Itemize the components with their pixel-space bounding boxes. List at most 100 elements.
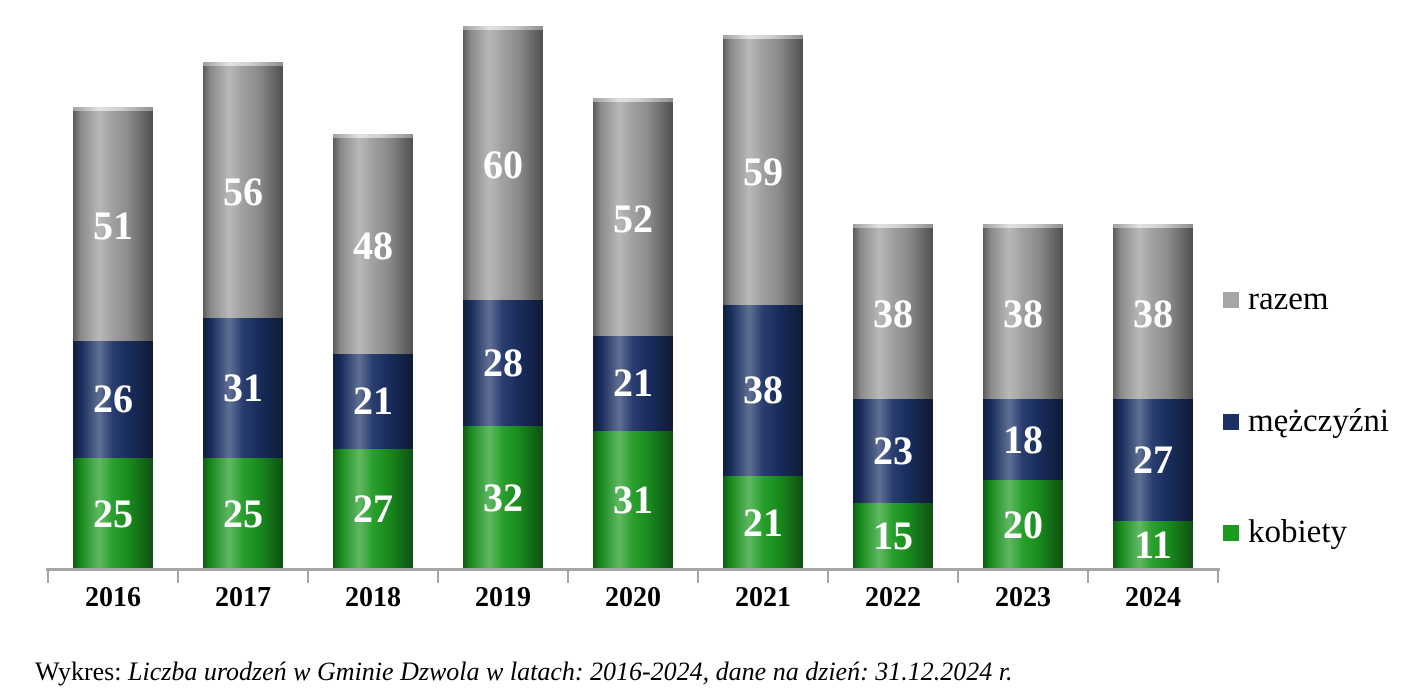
bar-segment-mężczyźni-2023: 18 xyxy=(983,399,1063,480)
bar-value-label: 56 xyxy=(223,169,263,214)
bar-segment-kobiety-2017: 25 xyxy=(203,457,283,570)
bar-value-label: 11 xyxy=(1134,522,1172,568)
bar-value-label: 18 xyxy=(1003,416,1043,462)
bar-value-label: 21 xyxy=(613,360,653,406)
x-axis-label-2023: 2023 xyxy=(995,582,1051,613)
bar-segment-mężczyźni-2024: 27 xyxy=(1113,399,1193,521)
legend-item-mężczyźni: mężczyźni xyxy=(1223,405,1389,438)
bar-segment-mężczyźni-2021: 38 xyxy=(723,304,803,476)
bar-segment-razem-2018: 48 xyxy=(333,138,413,354)
bar-segment-razem-2023: 38 xyxy=(983,228,1063,399)
bar-value-label: 28 xyxy=(483,340,523,385)
x-axis-line xyxy=(46,568,1220,571)
x-axis-label-2019: 2019 xyxy=(475,582,531,613)
bar-value-label: 20 xyxy=(1003,502,1043,547)
bar-segment-razem-2020: 52 xyxy=(593,102,673,336)
legend-swatch-icon xyxy=(1223,524,1239,541)
x-axis-tick xyxy=(567,570,569,583)
bar-segment-kobiety-2022: 15 xyxy=(853,502,933,570)
bar-top-cap xyxy=(853,224,933,228)
bar-value-label: 27 xyxy=(1133,436,1173,482)
caption-prefix: Wykres: xyxy=(35,657,129,686)
bar-segment-mężczyźni-2020: 21 xyxy=(593,336,673,431)
bar-segment-mężczyźni-2022: 23 xyxy=(853,399,933,503)
x-axis-tick xyxy=(177,570,179,583)
legend-item-kobiety: kobiety xyxy=(1223,516,1347,549)
bar-segment-razem-2021: 59 xyxy=(723,39,803,305)
bar-top-cap xyxy=(333,134,413,138)
x-axis-label-2024: 2024 xyxy=(1125,582,1181,613)
bar-top-cap xyxy=(73,107,153,111)
x-axis-label-2017: 2017 xyxy=(215,582,271,613)
bar-value-label: 38 xyxy=(1133,290,1173,336)
bar-segment-razem-2017: 56 xyxy=(203,66,283,318)
bar-value-label: 25 xyxy=(93,490,133,536)
bar-value-label: 38 xyxy=(1003,290,1043,336)
bar-segment-razem-2019: 60 xyxy=(463,30,543,300)
x-axis-tick xyxy=(47,570,49,583)
bar-value-label: 31 xyxy=(613,477,653,523)
bar-value-label: 23 xyxy=(873,427,913,473)
x-axis-label-2020: 2020 xyxy=(605,582,661,613)
legend-item-razem: razem xyxy=(1223,283,1329,316)
bar-segment-kobiety-2018: 27 xyxy=(333,448,413,570)
bar-2019: 32 28 60 xyxy=(463,26,543,570)
x-axis-tick xyxy=(1087,570,1089,583)
bar-2020: 31 21 52 xyxy=(593,98,673,570)
x-axis-tick xyxy=(307,570,309,583)
bar-2016: 25 26 51 xyxy=(73,107,153,570)
bar-top-cap xyxy=(203,62,283,66)
x-axis-tick xyxy=(697,570,699,583)
bar-top-cap xyxy=(723,35,803,39)
bar-value-label: 52 xyxy=(613,196,653,241)
bar-segment-kobiety-2023: 20 xyxy=(983,480,1063,570)
bar-segment-kobiety-2024: 11 xyxy=(1113,520,1193,570)
bar-2022: 15 23 38 xyxy=(853,224,933,570)
bar-segment-kobiety-2020: 31 xyxy=(593,430,673,570)
bar-value-label: 32 xyxy=(483,475,523,520)
bar-segment-razem-2024: 38 xyxy=(1113,228,1193,399)
legend-label: kobiety xyxy=(1248,514,1347,550)
bar-segment-mężczyźni-2019: 28 xyxy=(463,300,543,426)
bar-segment-mężczyźni-2016: 26 xyxy=(73,340,153,458)
bar-segment-mężczyźni-2017: 31 xyxy=(203,318,283,458)
bar-value-label: 25 xyxy=(223,490,263,536)
x-axis-label-2021: 2021 xyxy=(735,582,791,613)
legend-label: mężczyźni xyxy=(1248,403,1390,439)
bar-segment-kobiety-2021: 21 xyxy=(723,475,803,570)
legend-swatch-icon xyxy=(1223,291,1239,308)
legend-swatch-icon xyxy=(1223,413,1239,430)
x-axis-tick xyxy=(957,570,959,583)
bar-value-label: 21 xyxy=(743,499,783,545)
x-axis-label-2022: 2022 xyxy=(865,582,921,613)
bar-top-cap xyxy=(983,224,1063,228)
bar-segment-mężczyźni-2018: 21 xyxy=(333,354,413,449)
legend-label: razem xyxy=(1248,281,1329,317)
bar-value-label: 38 xyxy=(873,290,913,336)
bar-top-cap xyxy=(1113,224,1193,228)
x-axis-tick xyxy=(1217,570,1219,583)
bar-value-label: 51 xyxy=(93,202,133,248)
bar-2023: 20 18 38 xyxy=(983,224,1063,570)
x-axis-tick xyxy=(827,570,829,583)
bar-value-label: 48 xyxy=(353,223,393,268)
bar-value-label: 38 xyxy=(743,367,783,412)
bar-value-label: 59 xyxy=(743,148,783,194)
bar-2021: 21 38 59 xyxy=(723,35,803,570)
bar-segment-razem-2022: 38 xyxy=(853,228,933,399)
bar-top-cap xyxy=(593,98,673,102)
bar-value-label: 21 xyxy=(353,378,393,424)
bar-2024: 11 27 38 xyxy=(1113,224,1193,570)
bar-value-label: 27 xyxy=(353,486,393,532)
x-axis-tick xyxy=(437,570,439,583)
bar-segment-razem-2016: 51 xyxy=(73,111,153,341)
bar-value-label: 31 xyxy=(223,364,263,410)
bar-value-label: 26 xyxy=(93,376,133,421)
bar-top-cap xyxy=(463,26,543,30)
x-axis-label-2016: 2016 xyxy=(85,582,141,613)
bar-2017: 25 31 56 xyxy=(203,62,283,570)
bar-value-label: 60 xyxy=(483,142,523,187)
bar-2018: 27 21 48 xyxy=(333,134,413,570)
bar-value-label: 15 xyxy=(873,513,913,559)
